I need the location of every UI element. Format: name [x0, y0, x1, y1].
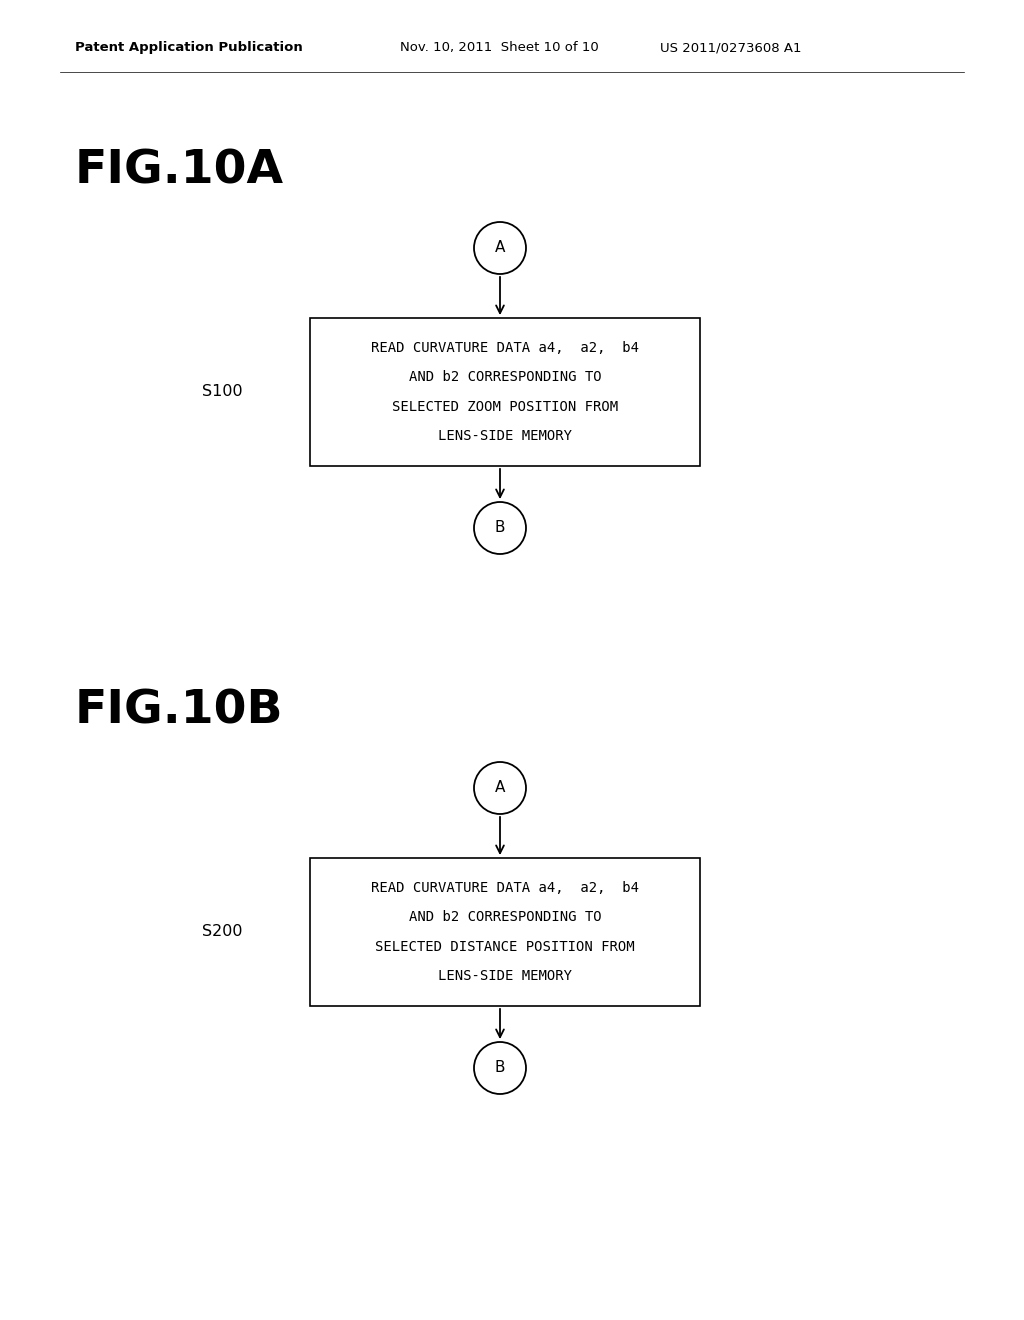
Text: SELECTED DISTANCE POSITION FROM: SELECTED DISTANCE POSITION FROM [375, 940, 635, 954]
Text: READ CURVATURE DATA a4,  a2,  b4: READ CURVATURE DATA a4, a2, b4 [371, 341, 639, 355]
Text: B: B [495, 520, 505, 536]
Text: S200: S200 [202, 924, 243, 940]
Circle shape [474, 1041, 526, 1094]
Text: Patent Application Publication: Patent Application Publication [75, 41, 303, 54]
Text: READ CURVATURE DATA a4,  a2,  b4: READ CURVATURE DATA a4, a2, b4 [371, 880, 639, 895]
Circle shape [474, 762, 526, 814]
Text: AND b2 CORRESPONDING TO: AND b2 CORRESPONDING TO [409, 370, 601, 384]
Bar [310, 318, 700, 466]
Text: Nov. 10, 2011  Sheet 10 of 10: Nov. 10, 2011 Sheet 10 of 10 [400, 41, 599, 54]
Circle shape [474, 222, 526, 275]
Circle shape [474, 502, 526, 554]
Text: SELECTED ZOOM POSITION FROM: SELECTED ZOOM POSITION FROM [392, 400, 618, 413]
Text: LENS-SIDE MEMORY: LENS-SIDE MEMORY [438, 969, 572, 983]
Text: A: A [495, 780, 505, 796]
Text: S100: S100 [202, 384, 243, 400]
Text: FIG.10A: FIG.10A [75, 148, 284, 193]
Bar [310, 858, 700, 1006]
Text: FIG.10B: FIG.10B [75, 688, 284, 733]
Text: AND b2 CORRESPONDING TO: AND b2 CORRESPONDING TO [409, 911, 601, 924]
Text: US 2011/0273608 A1: US 2011/0273608 A1 [660, 41, 802, 54]
Text: A: A [495, 240, 505, 256]
Text: B: B [495, 1060, 505, 1076]
Text: LENS-SIDE MEMORY: LENS-SIDE MEMORY [438, 429, 572, 444]
